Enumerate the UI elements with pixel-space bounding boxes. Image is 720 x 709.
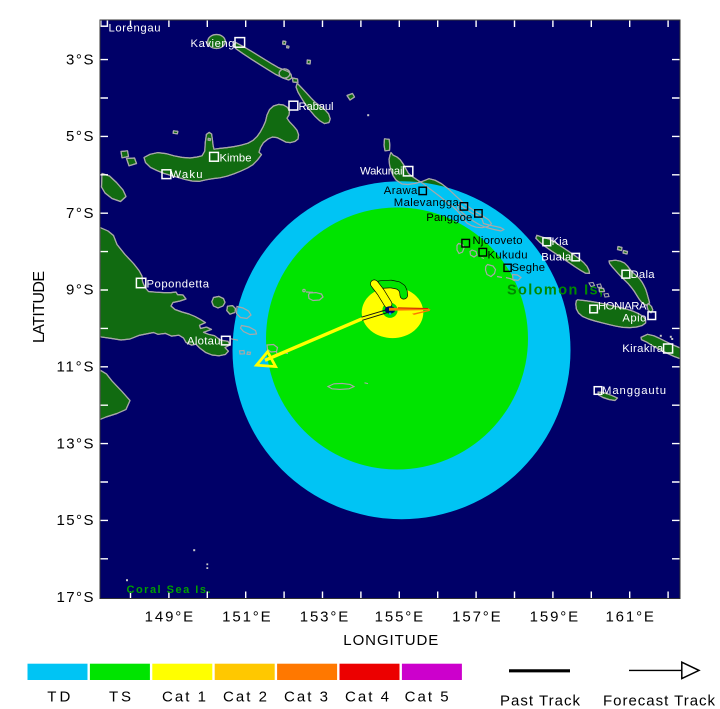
svg-text:Solomon Is,: Solomon Is,	[507, 283, 603, 299]
svg-text:Kirakira: Kirakira	[622, 343, 664, 355]
svg-text:Cat 5: Cat 5	[405, 689, 449, 706]
svg-text:Kukudu: Kukudu	[488, 250, 528, 262]
svg-text:3°S: 3°S	[66, 51, 94, 68]
svg-text:Arawa: Arawa	[384, 185, 418, 197]
svg-text:Njoroveto: Njoroveto	[473, 235, 523, 247]
svg-text:LONGITUDE: LONGITUDE	[343, 632, 438, 649]
svg-text:Seghe: Seghe	[512, 262, 546, 274]
svg-text:7°S: 7°S	[66, 205, 94, 222]
svg-text:161°E: 161°E	[605, 609, 654, 626]
svg-text:Wakunai: Wakunai	[360, 165, 403, 177]
svg-text:Cat 1: Cat 1	[162, 689, 206, 706]
svg-text:Kimbe: Kimbe	[220, 152, 252, 164]
svg-text:Cat 4: Cat 4	[345, 689, 389, 706]
svg-text:Cat 3: Cat 3	[284, 689, 328, 706]
svg-text:11°S: 11°S	[57, 359, 94, 376]
svg-text:159°E: 159°E	[530, 609, 579, 626]
svg-text:13°S: 13°S	[57, 435, 94, 452]
svg-text:Kavieng: Kavieng	[191, 38, 235, 50]
svg-text:Panggoe: Panggoe	[426, 212, 472, 224]
svg-text:15°S: 15°S	[57, 512, 94, 529]
svg-text:Forecast Track: Forecast Track	[603, 693, 716, 709]
svg-text:Rabaul: Rabaul	[299, 101, 334, 113]
svg-text:Lorengau: Lorengau	[109, 22, 161, 34]
svg-text:Apio: Apio	[622, 312, 646, 324]
svg-text:Cat 2: Cat 2	[223, 689, 267, 706]
svg-text:Buala: Buala	[541, 251, 572, 263]
svg-text:HONIARA: HONIARA	[598, 301, 647, 313]
svg-text:Dala: Dala	[631, 269, 656, 281]
svg-text:17°S: 17°S	[57, 589, 94, 606]
svg-text:TS: TS	[109, 689, 131, 706]
svg-text:9°S: 9°S	[66, 282, 94, 299]
svg-text:TD: TD	[47, 689, 70, 706]
svg-text:149°E: 149°E	[145, 609, 194, 626]
svg-text:LATITUDE: LATITUDE	[31, 271, 48, 343]
svg-text:153°E: 153°E	[300, 609, 349, 626]
svg-text:Waku: Waku	[171, 169, 203, 181]
svg-text:5°S: 5°S	[66, 128, 94, 145]
svg-text:Kia: Kia	[552, 236, 569, 248]
svg-text:155°E: 155°E	[375, 609, 424, 626]
svg-text:157°E: 157°E	[452, 609, 501, 626]
svg-text:151°E: 151°E	[222, 609, 271, 626]
svg-text:Coral Sea Is.: Coral Sea Is.	[127, 584, 211, 596]
svg-text:Alotau: Alotau	[187, 335, 221, 347]
svg-text:Popondetta: Popondetta	[147, 279, 210, 291]
svg-text:Past Track: Past Track	[500, 693, 581, 709]
svg-text:Malevangga: Malevangga	[394, 197, 460, 209]
svg-text:Manggautu: Manggautu	[602, 385, 666, 397]
